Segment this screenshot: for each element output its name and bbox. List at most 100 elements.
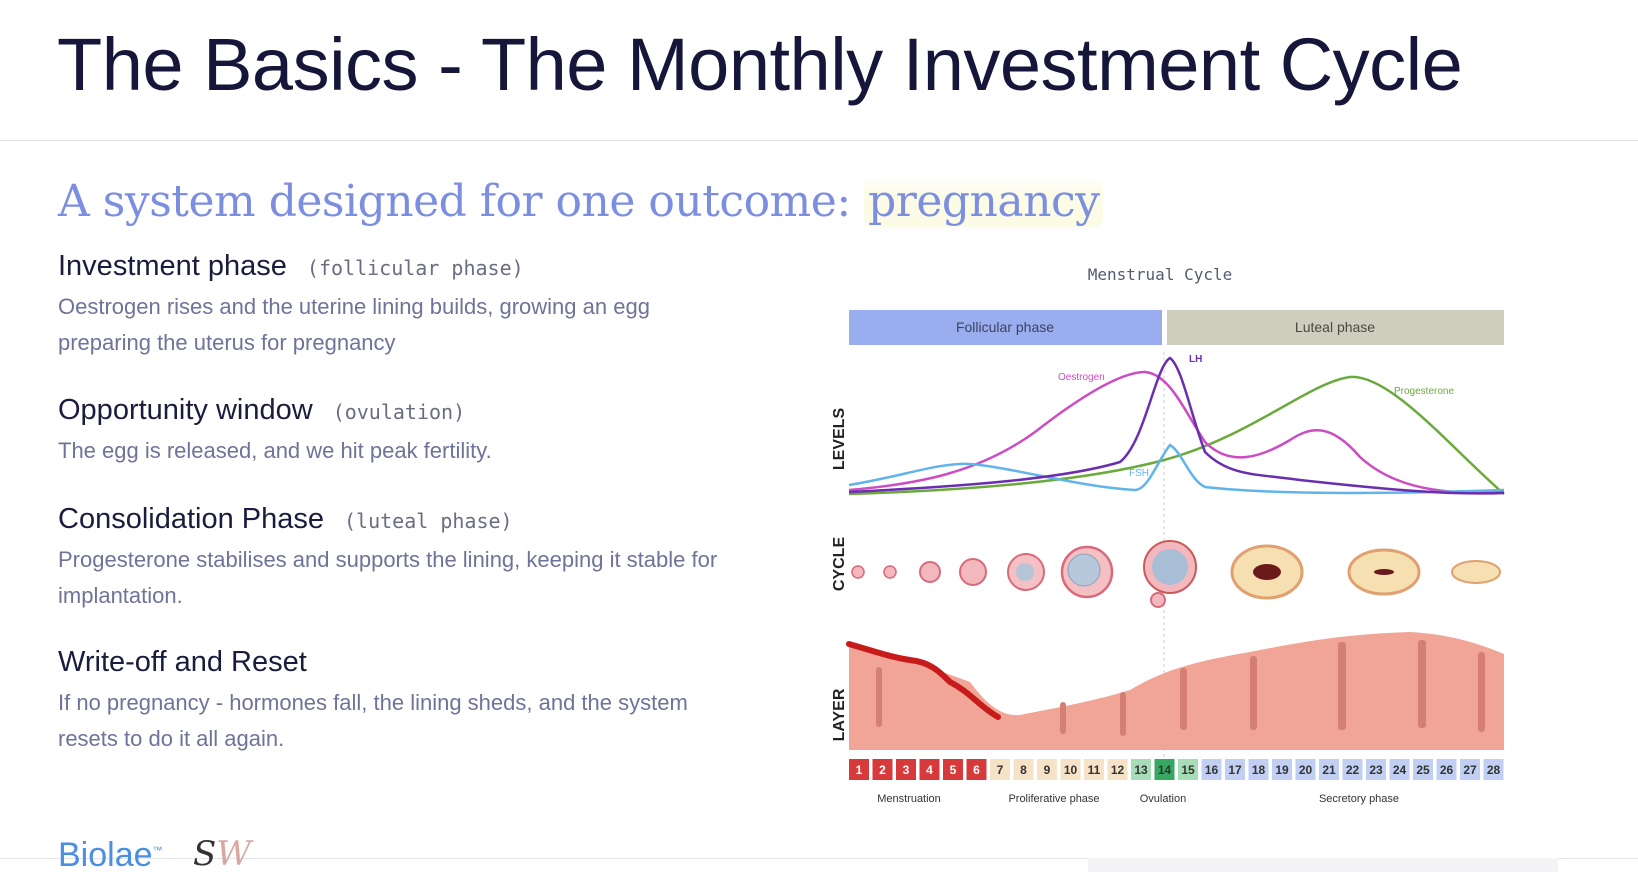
gland: [1060, 702, 1066, 734]
signature-mark: SW: [193, 834, 251, 874]
diagram-title: Menstrual Cycle: [1088, 265, 1233, 284]
day-number-23: 23: [1369, 763, 1383, 777]
day-cell-2: [872, 759, 893, 780]
lh-curve: [848, 356, 1505, 495]
gland: [1338, 642, 1346, 730]
day-number-5: 5: [950, 763, 957, 777]
section-body: Oestrogen rises and the uterine lining b…: [58, 294, 650, 355]
day-cell-8: [1013, 759, 1034, 780]
day-cell-5: [943, 759, 963, 780]
section-investment-phase: Investment phase (follicular phase) Oestr…: [58, 250, 718, 361]
day-number-11: 11: [1088, 763, 1101, 777]
day-cell-21: [1319, 759, 1339, 780]
day-number-24: 24: [1393, 763, 1407, 777]
day-cell-10: [1060, 759, 1081, 780]
section-body: Progesterone stabilises and supports the…: [58, 547, 718, 608]
section-heading: Opportunity window: [58, 394, 313, 426]
row-labels: HORMONELEVELS OVARIANCYCLE ENDOMETRIUMLA…: [830, 397, 848, 776]
day-cell-14: [1154, 759, 1175, 780]
fsh-curve: [848, 443, 1505, 495]
day-cell-19: [1272, 759, 1292, 780]
section-heading: Write-off and Reset: [58, 646, 307, 678]
follicular-phase-banner: [849, 310, 1162, 345]
day-number-9: 9: [1044, 763, 1051, 777]
gland: [1180, 668, 1187, 730]
day-number-18: 18: [1252, 763, 1266, 777]
day-number-6: 6: [973, 763, 980, 777]
ovarian-cycle: [851, 540, 1501, 608]
row-label-ovarian: OVARIANCYCLE: [830, 528, 848, 601]
signature-part-b: W: [216, 834, 252, 874]
day-strip: 1 2 3 4 5 6 7 8 9 10 11 12 13 14 15 16 17 18 19 20 21 22 23 24 2…: [849, 759, 1504, 780]
corpus-luteum-core: [1253, 564, 1281, 580]
day-cell-16: [1201, 759, 1222, 780]
day-cell-24: [1389, 759, 1410, 780]
gland: [1478, 652, 1485, 732]
day-cell-12: [1107, 759, 1128, 780]
fsh-label: FSH: [1129, 468, 1149, 479]
brand-logo-mark: ™: [152, 845, 163, 857]
ovulating-follicle-core: [1152, 549, 1188, 585]
day-cell-9: [1037, 759, 1057, 780]
proliferative-label: Proliferative phase: [1008, 793, 1099, 805]
endometrium-tissue: [849, 632, 1504, 750]
day-cell-18: [1248, 759, 1269, 780]
day-number-20: 20: [1299, 763, 1313, 777]
section-heading: Consolidation Phase: [58, 503, 325, 535]
row-label-endometrium-line1: ENDOMETRIUM: [830, 655, 832, 776]
brand-logo-text: Biolae: [58, 836, 153, 874]
day-number-25: 25: [1416, 763, 1430, 777]
row-label-hormone: HORMONELEVELS: [830, 397, 848, 481]
day-number-28: 28: [1487, 763, 1501, 777]
subtitle-highlight: pregnancy: [864, 176, 1104, 227]
follicle-antrum-6: [1067, 553, 1101, 587]
day-cell-13: [1131, 759, 1151, 780]
section-tag: (follicular phase): [306, 256, 524, 280]
section-tag: (luteal phase): [344, 509, 513, 533]
day-number-16: 16: [1205, 763, 1219, 777]
day-number-3: 3: [903, 763, 910, 777]
day-number-15: 15: [1181, 763, 1195, 777]
day-cell-1: [849, 759, 869, 780]
day-number-8: 8: [1020, 763, 1027, 777]
day-cell-25: [1413, 759, 1433, 780]
secretory-label: Secretory phase: [1319, 793, 1399, 805]
day-cell-15: [1178, 759, 1198, 780]
page-subtitle: A system designed for one outcome: pregn…: [58, 176, 1104, 227]
day-cell-4: [919, 759, 940, 780]
row-label-hormone-line1: HORMONE: [830, 397, 832, 481]
follicle-stage-4: [959, 558, 987, 586]
menstrual-shedding: [846, 641, 1001, 720]
lh-label: LH: [1189, 354, 1202, 365]
row-label-endometrium: ENDOMETRIUMLAYER: [830, 655, 848, 776]
footer-panel: [1088, 858, 1558, 872]
gland: [1120, 692, 1126, 736]
corpus-albicans: [1451, 560, 1501, 584]
corpus-luteum-mid-core: [1374, 569, 1394, 575]
day-number-12: 12: [1111, 763, 1125, 777]
section-body: If no pregnancy - hormones fall, the lin…: [58, 690, 688, 751]
ovulation-label: Ovulation: [1140, 793, 1186, 805]
row-label-ovarian-line2: CYCLE: [831, 537, 848, 592]
day-cell-6: [966, 759, 987, 780]
section-body: The egg is released, and we hit peak fer…: [58, 438, 492, 463]
luteal-phase-label: Luteal phase: [1295, 319, 1375, 335]
follicle-stage-3: [919, 561, 941, 583]
gland: [876, 667, 882, 727]
page-title: The Basics - The Monthly Investment Cycl…: [57, 23, 1463, 106]
day-cell-3: [896, 759, 916, 780]
day-cell-27: [1460, 759, 1480, 780]
luteal-phase-banner: [1167, 310, 1504, 345]
follicular-phase-label: Follicular phase: [956, 319, 1054, 335]
day-cell-11: [1084, 759, 1104, 780]
day-number-1: 1: [856, 763, 863, 777]
subtitle-lead: A system designed for one outcome:: [58, 176, 865, 227]
menstruation-label: Menstruation: [877, 793, 941, 805]
footer-divider: [0, 858, 1638, 859]
gland: [1418, 640, 1426, 728]
day-number-7: 7: [997, 763, 1004, 777]
day-number-26: 26: [1440, 763, 1454, 777]
day-cell-23: [1366, 759, 1386, 780]
progesterone-curve: [848, 375, 1505, 496]
day-cell-28: [1483, 759, 1504, 780]
